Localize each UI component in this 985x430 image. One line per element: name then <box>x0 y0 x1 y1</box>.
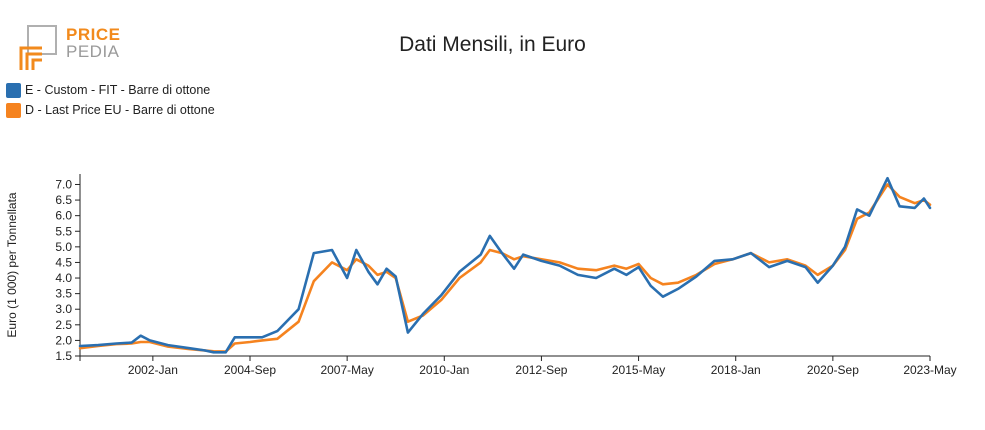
x-tick-label: 2007-May <box>320 363 373 377</box>
y-axis: 1.5 2.02.5 3.03.5 4.0 4.55.0 5.56.0 6.5 7.0 <box>55 174 81 363</box>
legend-item-d[interactable]: D - Last Price EU - Barre di ottone <box>6 100 215 120</box>
legend-item-e[interactable]: E - Custom - FIT - Barre di ottone <box>6 80 215 100</box>
chart-title: Dati Mensili, in Euro <box>399 33 586 56</box>
logo-text-pedia: PEDIA <box>66 42 120 61</box>
x-tick-label: 2004-Sep <box>224 363 276 377</box>
pricepedia-logo <box>18 24 128 74</box>
series-line-d <box>78 183 932 353</box>
x-tick-label: 2023-May <box>903 363 956 377</box>
legend-swatch-e <box>6 82 21 98</box>
x-axis: 2002-Jan 2004-Sep 2007-May 2010-Jan 2012-Sep… <box>79 355 957 377</box>
logo-text-price: PRICE <box>66 25 121 44</box>
series-line-e <box>78 176 932 354</box>
y-tick-label: 3.5 <box>55 287 72 301</box>
y-tick-label: 7.0 <box>55 177 72 191</box>
legend-label-e: E - Custom - FIT - Barre di ottone <box>25 83 211 97</box>
y-axis-title: Euro (1 000) per Tonnellata <box>5 192 19 338</box>
y-tick-label: 6.5 <box>55 193 72 207</box>
legend-label-d: D - Last Price EU - Barre di ottone <box>25 103 215 117</box>
y-tick-label: 5.0 <box>55 240 72 254</box>
y-tick-label: 4.0 <box>55 271 72 285</box>
logo-mark-icon <box>19 25 57 70</box>
chart-legend: E - Custom - FIT - Barre di ottone D - L… <box>6 80 215 120</box>
y-tick-label: 5.5 <box>55 224 72 238</box>
y-tick-label: 4.5 <box>55 255 72 269</box>
y-tick-label: 2.5 <box>55 318 72 332</box>
y-tick-label: 3.0 <box>55 302 72 316</box>
x-tick-label: 2020-Sep <box>807 363 859 377</box>
x-tick-label: 2002-Jan <box>128 363 178 377</box>
y-tick-label: 6.0 <box>55 209 72 223</box>
legend-swatch-d <box>6 102 21 118</box>
y-tick-label: 2.0 <box>55 333 72 347</box>
x-tick-label: 2010-Jan <box>419 363 469 377</box>
x-tick-label: 2018-Jan <box>711 363 761 377</box>
y-tick-label: 1.5 <box>55 349 72 363</box>
plot-lines <box>78 176 932 354</box>
x-tick-label: 2015-May <box>612 363 665 377</box>
x-tick-label: 2012-Sep <box>515 363 567 377</box>
